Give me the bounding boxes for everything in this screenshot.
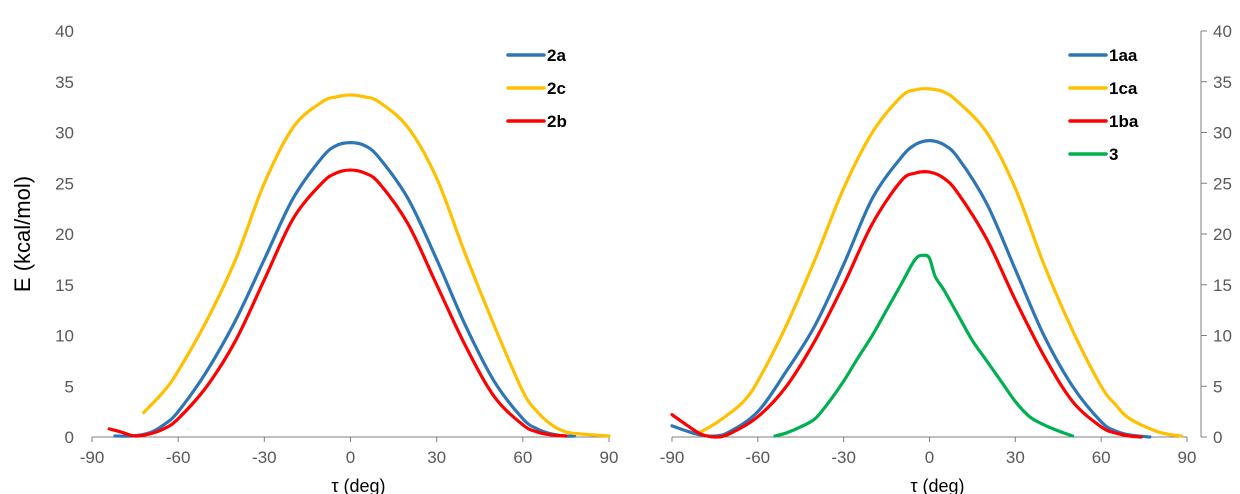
series-line-1aa — [670, 139, 1152, 439]
y-tick-label: 20 — [55, 225, 74, 244]
legend-label-2b: 2b — [547, 112, 567, 131]
y-tick-label: 15 — [1213, 276, 1232, 295]
x-tick-label: 60 — [1092, 448, 1111, 467]
legend-label-2a: 2a — [547, 46, 566, 65]
y-tick-label: 40 — [1213, 22, 1232, 41]
y-tick-label: 25 — [1213, 174, 1232, 193]
x-tick-label: 0 — [346, 448, 355, 467]
x-tick-label: -60 — [166, 448, 191, 467]
y-tick-label: 10 — [1213, 327, 1232, 346]
x-tick-label: 60 — [513, 448, 532, 467]
series-line-2a — [113, 141, 577, 438]
y-tick-label: 0 — [65, 428, 74, 447]
x-tick-label: -30 — [831, 448, 856, 467]
x-axis-label: τ (deg) — [331, 476, 385, 494]
x-tick-label: 90 — [1178, 448, 1197, 467]
x-tick-label: 30 — [427, 448, 446, 467]
series-line-2c — [142, 93, 611, 438]
left-chart-panel: -90 -60 -30 0 30 60 90 0 5 10 15 20 25 30 35 40 τ (deg) E… — [10, 22, 618, 494]
y-tick-label: 20 — [1213, 225, 1232, 244]
series-line-1ca — [699, 87, 1183, 438]
x-tick-label: -30 — [252, 448, 277, 467]
x-axis-label: τ (deg) — [910, 476, 964, 494]
y-tick-label: 25 — [55, 174, 74, 193]
x-tick-label: 0 — [925, 448, 934, 467]
y-tick-label: 15 — [55, 276, 74, 295]
y-tick-label: 0 — [1213, 428, 1222, 447]
x-tick-label: -90 — [80, 448, 105, 467]
series-line-2b — [107, 168, 568, 438]
y-tick-label: 10 — [55, 327, 74, 346]
x-tick-label: -60 — [746, 448, 771, 467]
y-tick-label: 35 — [55, 73, 74, 92]
y-tick-label: 30 — [1213, 124, 1232, 143]
legend-label-3: 3 — [1109, 145, 1118, 164]
x-tick-label: 90 — [600, 448, 619, 467]
series-line-3 — [773, 253, 1075, 438]
x-tick-label: 30 — [1006, 448, 1025, 467]
y-tick-label: 30 — [55, 124, 74, 143]
y-tick-label: 35 — [1213, 73, 1232, 92]
x-tick-label: -90 — [660, 448, 685, 467]
legend-label-2c: 2c — [547, 79, 566, 98]
legend-label-1ba: 1ba — [1109, 112, 1139, 131]
legend-label-1aa: 1aa — [1109, 46, 1138, 65]
right-chart-panel: -90 -60 -30 0 30 60 90 0 5 10 15 20 25 30 35 40 τ (deg) 1… — [660, 22, 1232, 494]
series-line-1ba — [670, 170, 1143, 439]
y-tick-label: 5 — [65, 377, 74, 396]
legend-label-1ca: 1ca — [1109, 79, 1138, 98]
y-tick-label: 40 — [55, 22, 74, 41]
y-axis-label: E (kcal/mol) — [10, 176, 35, 292]
y-tick-label: 5 — [1213, 377, 1222, 396]
